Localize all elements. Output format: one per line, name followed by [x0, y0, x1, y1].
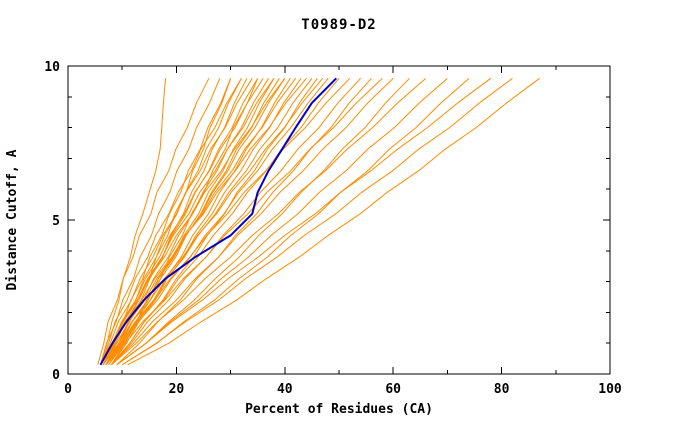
- model-line: [127, 77, 540, 366]
- model-line: [121, 77, 513, 366]
- x-tick-label: 0: [64, 382, 72, 397]
- model-line: [110, 77, 362, 366]
- model-line: [105, 77, 383, 366]
- model-line: [102, 78, 275, 365]
- model-line: [116, 77, 410, 366]
- model-line: [116, 77, 448, 366]
- model-line: [97, 78, 210, 365]
- model-line: [100, 78, 253, 365]
- model-line: [100, 78, 242, 365]
- model-line: [100, 78, 167, 365]
- x-tick-label: 60: [385, 382, 401, 397]
- x-tick-label: 20: [169, 382, 185, 397]
- x-tick-label: 40: [277, 382, 293, 397]
- axis-ticks: 0 20 40 60 80 100 0 5 10: [44, 60, 622, 397]
- model-line: [105, 78, 329, 366]
- model-line: [100, 78, 286, 366]
- model-line: [100, 77, 307, 366]
- x-axis-label: Percent of Residues (CA): [245, 402, 433, 417]
- model-line: [100, 78, 264, 366]
- highlighted-model-line: [99, 77, 338, 366]
- x-tick-label: 100: [598, 382, 622, 397]
- model-line: [116, 77, 492, 366]
- y-tick-label: 5: [52, 214, 60, 229]
- plot-border: [67, 65, 611, 375]
- plot-frame: [67, 65, 611, 375]
- y-axis-label: Distance Cutoff, A: [5, 149, 20, 290]
- model-line: [110, 77, 340, 366]
- model-line: [111, 77, 427, 366]
- model-line: [121, 77, 470, 366]
- chart-title: T0989-D2: [301, 17, 376, 33]
- model-line: [111, 77, 394, 366]
- y-tick-label: 0: [52, 368, 60, 383]
- model-line: [105, 77, 351, 366]
- y-tick-label: 10: [44, 60, 60, 75]
- plot-series: [97, 77, 540, 366]
- x-tick-label: 80: [494, 382, 510, 397]
- model-line: [102, 77, 324, 366]
